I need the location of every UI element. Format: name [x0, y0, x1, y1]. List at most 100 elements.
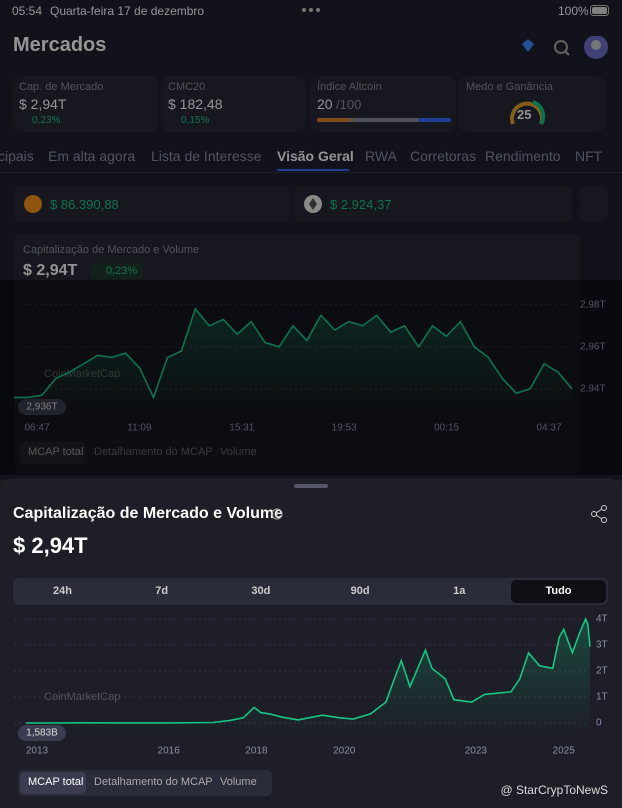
y-tick-label: 0 [596, 718, 602, 729]
start-label: 1,583B [26, 728, 58, 739]
overview-title: Capitalização de Mercado e Volume [23, 244, 200, 256]
stat-card[interactable]: Cap. de Mercado $ 2,94T 0,23% [12, 76, 158, 132]
stat-value: $ 182,48 [168, 96, 223, 112]
nav-tab[interactable]: NFT [575, 148, 603, 164]
y-tick-label: 2,94T [580, 384, 606, 395]
market-page: 05:54 Quarta-feira 17 de dezembro 100% M… [0, 0, 622, 480]
stat-label: Índice Altcoin [317, 81, 382, 93]
sheet-share[interactable] [590, 505, 608, 523]
y-tick-label: 2,98T [580, 299, 606, 310]
eth-icon [304, 195, 322, 213]
x-tick-label: 2025 [553, 746, 576, 757]
sheet-handle[interactable] [294, 484, 328, 488]
range-active [511, 580, 606, 603]
button-active [20, 772, 86, 794]
x-tick-label: 06:47 [24, 423, 49, 434]
range-bar [13, 578, 608, 605]
x-tick-label: 2013 [26, 746, 49, 757]
line [14, 307, 573, 400]
area [26, 619, 590, 735]
overview-change: 0,23% [90, 263, 144, 279]
area [14, 308, 572, 410]
y-tick-label: 4T [596, 614, 608, 625]
chart-dim [0, 280, 622, 475]
btc-icon [24, 195, 42, 213]
chart-button[interactable]: Detalhamento do MCAP [94, 446, 213, 458]
y-tick-label: 3T [596, 640, 608, 651]
battery-icon [590, 5, 609, 16]
stat-card[interactable]: Medo e Ganância 25 [459, 76, 605, 132]
x-tick-label: 2023 [465, 746, 488, 757]
start-label: 2,936T [26, 402, 57, 413]
x-tick-label: 19:53 [332, 423, 357, 434]
credit: @ StarCrypToNewS [500, 783, 608, 797]
button-active [20, 442, 86, 464]
y-tick-label: 1T [596, 692, 608, 703]
nav-tab[interactable]: Lista de Interesse [151, 148, 262, 164]
range-tab[interactable]: 1a [453, 585, 466, 597]
status-time: 05:54 [12, 4, 43, 18]
status-dots [302, 8, 320, 12]
battery-level: 100% [558, 4, 589, 18]
eth-value: $ 2.924,37 [330, 197, 392, 212]
stat-change: 0,23% [32, 115, 61, 126]
x-tick-label: 04:37 [536, 423, 561, 434]
range-tab[interactable]: 24h [53, 585, 72, 597]
sheet-value: $ 2,94T [13, 533, 88, 558]
chart-button[interactable]: Volume [220, 776, 257, 788]
x-tick-label: 00:15 [434, 423, 459, 434]
chart-button[interactable]: MCAP total [28, 776, 84, 788]
divider [0, 172, 622, 173]
nav-tab[interactable]: RWA [365, 148, 397, 164]
x-tick-label: 15:31 [229, 423, 254, 434]
altcoin-bar [317, 118, 451, 122]
x-tick-label: 11:09 [127, 423, 152, 434]
bottom-sheet: Capitalização de Mercado e Volume $ 2,94… [0, 478, 622, 808]
chart-button[interactable]: Detalhamento do MCAP [94, 776, 213, 788]
page-title: Mercados [13, 34, 107, 56]
stat-value: 25 [517, 107, 532, 122]
stat-card[interactable]: CMC20 $ 182,48 0,15% [161, 76, 307, 132]
nav-tab[interactable]: Em alta agora [48, 148, 136, 164]
btc-value: $ 86.390,88 [50, 197, 119, 212]
x-tick-label: 2016 [158, 746, 181, 757]
nav-tab[interactable]: Corretoras [410, 148, 477, 164]
start-badge [18, 725, 66, 741]
stat-card[interactable]: Índice Altcoin 20/100 [310, 76, 456, 132]
x-tick-label: 2020 [333, 746, 356, 757]
stat-value: $ 2,94T [19, 96, 67, 112]
fear-gauge [510, 100, 546, 126]
overview-value: $ 2,94T [23, 262, 78, 279]
share-button[interactable] [580, 186, 608, 222]
y-tick-label: 2,96T [580, 341, 606, 352]
stat-label: Medo e Ganância [466, 81, 553, 93]
header-icons[interactable] [518, 36, 610, 60]
y-tick-label: 2T [596, 666, 608, 677]
nav-tab[interactable]: Rendimento [485, 148, 561, 164]
line [26, 616, 591, 724]
sheet-title: Capitalização de Mercado e Volume [13, 505, 284, 522]
tab-underline [277, 169, 349, 171]
range-tab[interactable]: Tudo [545, 585, 572, 597]
range-tab[interactable]: 90d [350, 585, 370, 597]
eth-price[interactable]: $ 2.924,37 [294, 186, 572, 222]
range-tab[interactable]: 30d [251, 585, 271, 597]
stat-label: CMC20 [168, 81, 206, 93]
btc-price[interactable]: $ 86.390,88 [14, 186, 290, 222]
range-tab[interactable]: 7d [155, 585, 169, 597]
stat-label: Cap. de Mercado [19, 81, 104, 93]
stat-suffix: /100 [336, 97, 362, 112]
stat-value: 20 [317, 96, 333, 112]
watermark: CoinMarketCap [44, 691, 120, 703]
nav-tab[interactable]: Visão Geral [277, 148, 354, 164]
stat-change: 0,15% [181, 115, 210, 126]
info-icon[interactable] [271, 508, 283, 520]
status-date: Quarta-feira 17 de dezembro [50, 4, 205, 18]
nav-tab[interactable]: cipais [0, 148, 34, 164]
start-badge [18, 399, 66, 415]
chart-button[interactable]: MCAP total [28, 446, 83, 458]
x-tick-label: 2018 [245, 746, 268, 757]
chart-button[interactable]: Volume [220, 446, 257, 458]
